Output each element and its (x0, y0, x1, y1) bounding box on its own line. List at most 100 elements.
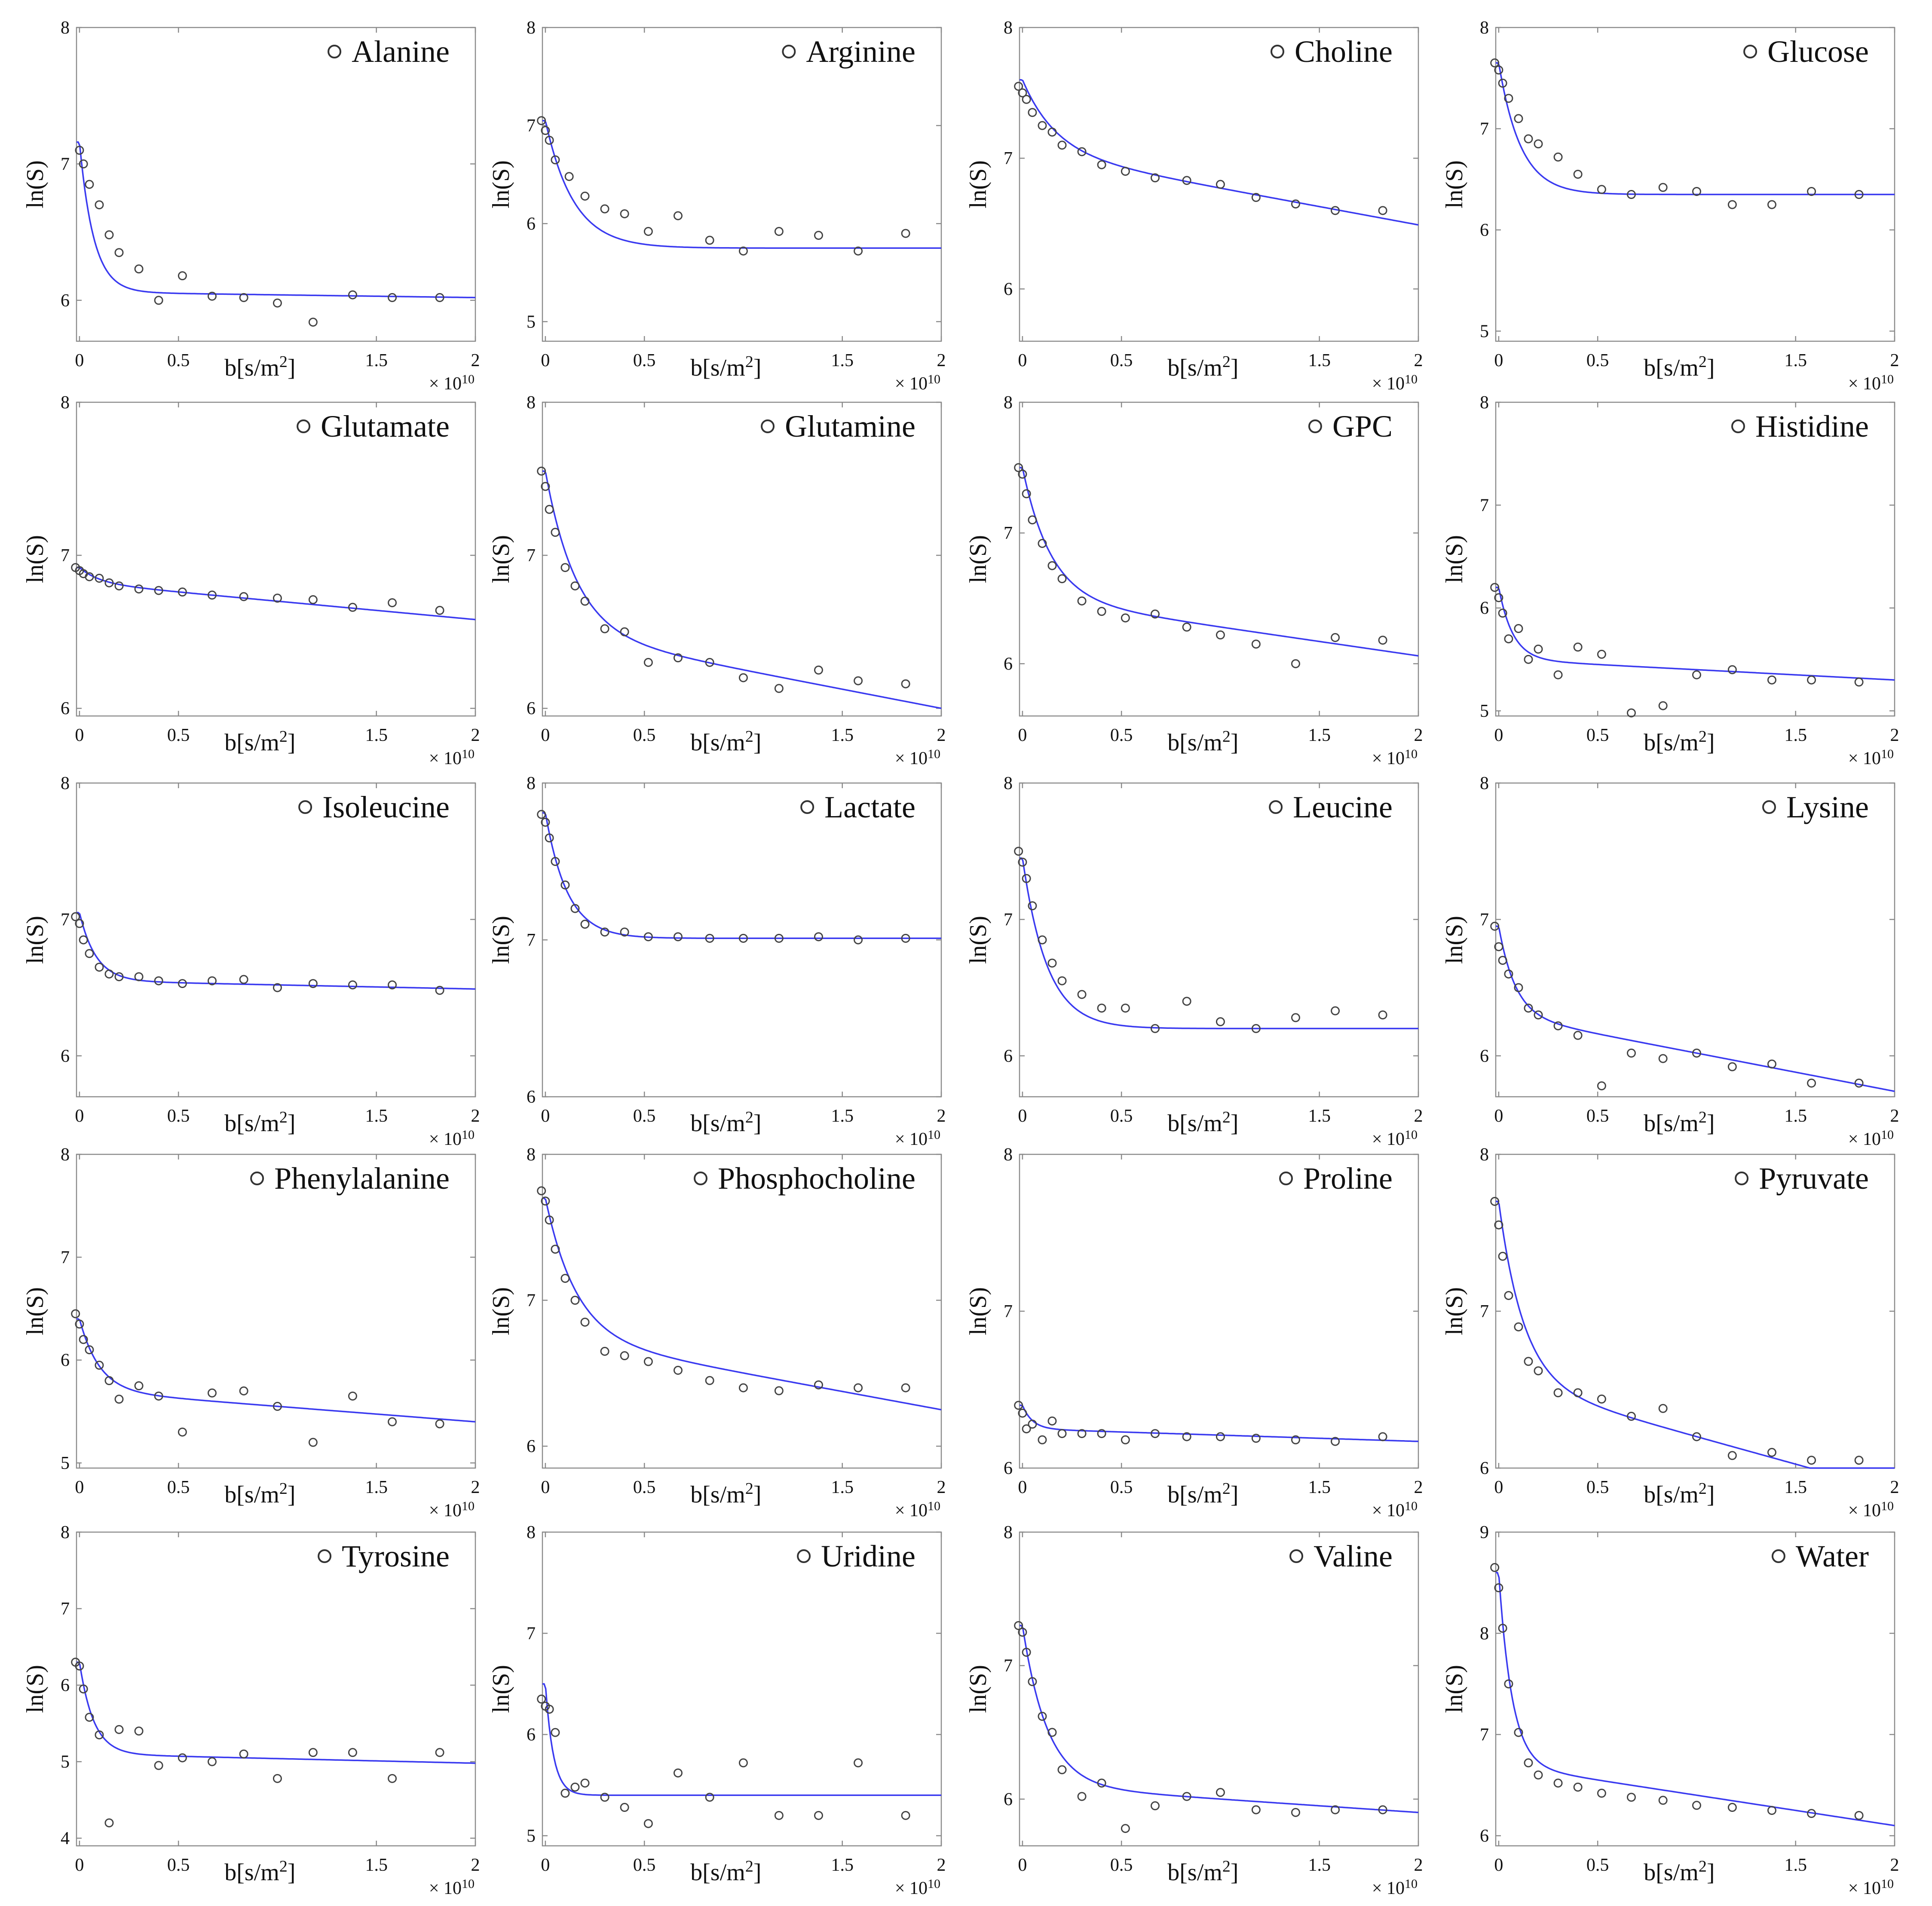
data-point (1121, 1824, 1130, 1833)
data-point (1014, 847, 1023, 856)
x-axis-label: b[s/m2] (690, 353, 761, 381)
x-tick-label: 0.5 (1110, 1478, 1133, 1497)
data-point (85, 949, 94, 958)
y-tick-label: 8 (61, 18, 70, 38)
y-tick-label: 7 (1480, 119, 1489, 139)
data-point (239, 1749, 248, 1759)
x-tick-label: 2 (937, 351, 946, 370)
x-tick-label: 1.5 (365, 1478, 388, 1497)
data-point (134, 584, 144, 594)
x-axis-label: b[s/m2] (224, 728, 295, 756)
data-point (1626, 1048, 1636, 1058)
data-point (901, 1383, 910, 1392)
data-point (1022, 489, 1031, 499)
y-tick-label: 6 (1004, 279, 1013, 299)
data-point (1553, 152, 1563, 162)
y-tick-label: 5 (1480, 321, 1489, 341)
y-tick-label: 7 (61, 154, 70, 174)
y-tick-label: 8 (61, 1145, 70, 1165)
data-point (580, 920, 590, 929)
x-tick-label: 2 (471, 1106, 480, 1126)
data-point (1097, 607, 1106, 616)
data-point (738, 1758, 748, 1768)
data-point (854, 1758, 863, 1768)
data-point (1022, 95, 1031, 104)
legend-label: Alanine (352, 34, 450, 69)
x-tick-label: 0 (75, 1478, 84, 1497)
data-point (95, 962, 104, 972)
x-axis-label: b[s/m2] (1167, 353, 1238, 381)
data-point (1553, 1778, 1563, 1788)
legend-marker-icon (1743, 45, 1757, 58)
legend-label: GPC (1332, 409, 1393, 444)
data-point (600, 204, 609, 214)
data-point (1692, 1048, 1701, 1058)
data-point (570, 581, 580, 590)
legend-label: Proline (1303, 1161, 1393, 1196)
fit-curve (1496, 587, 1895, 681)
data-point (1807, 1809, 1816, 1818)
data-point (537, 116, 546, 125)
data-point (178, 587, 187, 597)
data-point (1494, 942, 1503, 951)
x-tick-label: 1.5 (1308, 1106, 1331, 1126)
data-point (1597, 1394, 1606, 1404)
data-point (1182, 176, 1191, 185)
y-tick-label: 8 (1480, 18, 1489, 38)
data-point (1378, 1010, 1387, 1020)
legend-label: Valine (1314, 1539, 1393, 1573)
data-point (1077, 147, 1087, 156)
data-point (95, 1361, 104, 1370)
x-multiplier: × 1010 (1848, 747, 1894, 768)
x-tick-label: 2 (937, 1478, 946, 1497)
data-point (1038, 935, 1047, 945)
legend-label: Lysine (1786, 790, 1869, 824)
data-point (1498, 1624, 1507, 1633)
data-point (273, 594, 282, 603)
y-tick-label: 6 (527, 1725, 536, 1745)
data-point (1251, 193, 1261, 202)
subplot-proline: 6 7 8 0 0.5 1.5 2 × 1010 b[s/m2] ln(S) Proline (965, 1145, 1423, 1521)
x-tick-label: 2 (1890, 1478, 1899, 1497)
data-point (1047, 127, 1057, 137)
x-tick-label: 2 (1414, 351, 1423, 370)
data-point (854, 676, 863, 685)
data-point (1854, 190, 1864, 199)
data-point (308, 979, 318, 988)
y-tick-label: 6 (61, 1046, 70, 1066)
fit-curve (542, 1197, 942, 1410)
legend-label: Leucine (1293, 790, 1393, 824)
fit-curve (1496, 1200, 1895, 1469)
data-point (435, 606, 444, 615)
data-point (1854, 1078, 1864, 1088)
x-tick-label: 0 (1494, 725, 1503, 745)
y-tick-label: 6 (1004, 654, 1013, 674)
fit-curve (77, 912, 476, 990)
data-point (1378, 1805, 1387, 1814)
data-point (1504, 1291, 1513, 1300)
x-tick-label: 0 (1018, 351, 1027, 370)
data-point (1378, 206, 1387, 215)
data-point (388, 293, 397, 302)
data-point (1553, 1021, 1563, 1031)
data-point (551, 155, 560, 165)
data-point (620, 1351, 629, 1361)
data-point (901, 229, 910, 238)
data-point (643, 1357, 653, 1366)
data-point (1077, 596, 1087, 606)
x-multiplier: × 1010 (895, 372, 940, 394)
y-tick-label: 8 (527, 774, 536, 793)
data-point (551, 528, 560, 537)
data-point (134, 1726, 144, 1736)
y-tick-label: 7 (61, 546, 70, 566)
data-point (85, 1345, 94, 1355)
x-multiplier: × 1010 (1372, 1877, 1418, 1898)
data-point (570, 1296, 580, 1305)
y-tick-label: 6 (527, 214, 536, 234)
x-tick-label: 0 (1494, 1478, 1503, 1497)
data-point (1331, 206, 1340, 215)
data-point (1331, 1437, 1340, 1446)
x-tick-label: 0 (1018, 725, 1027, 745)
x-multiplier: × 1010 (895, 1877, 940, 1898)
